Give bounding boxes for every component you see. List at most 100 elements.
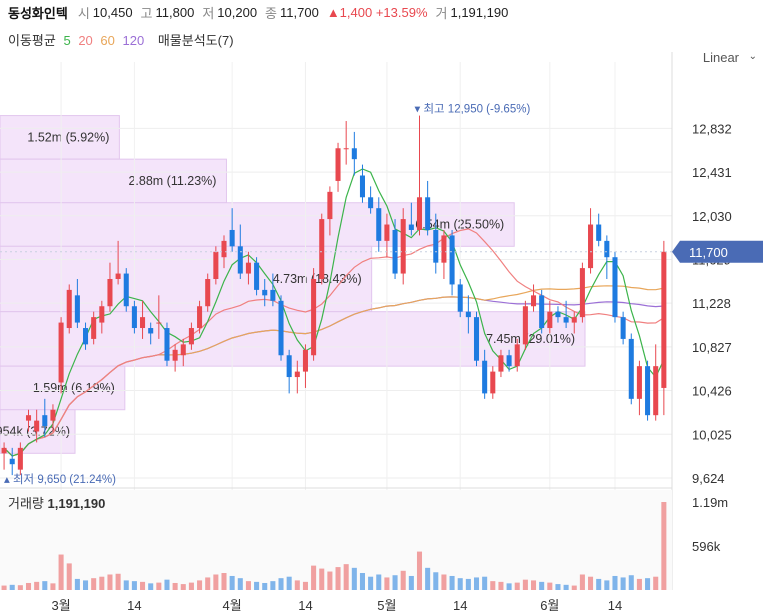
candle-body [522, 306, 528, 345]
candle-body [107, 279, 113, 307]
volume-bar [596, 578, 602, 590]
moving-averages [3, 168, 665, 457]
volume-profile-box [0, 115, 120, 160]
candles [1, 115, 667, 476]
scale-selector[interactable]: Linear [702, 50, 739, 65]
volume-bar [449, 575, 455, 590]
candle-body [229, 229, 235, 247]
candle-body [579, 268, 585, 318]
candle-body [636, 366, 642, 399]
volume-bar [661, 502, 667, 590]
volume-profile: 1.52m (5.92%)2.88m (11.23%)6.54m (25.50%… [0, 115, 586, 454]
candle-body [351, 148, 357, 160]
candle-body [74, 295, 80, 323]
current-price-label: 11,700 [689, 245, 728, 260]
volume-bar [302, 581, 308, 590]
candle-body [335, 148, 341, 181]
volume-bar [229, 575, 235, 590]
volume-bar [205, 577, 211, 590]
volume-bar [58, 554, 64, 590]
chevron-down-icon[interactable]: ⌄ [748, 51, 757, 62]
volume-bar [17, 585, 23, 590]
volume-bar [425, 567, 431, 590]
candle-body [278, 300, 284, 356]
volume-bar [66, 563, 72, 590]
candle-body [172, 349, 178, 361]
candle-body [50, 409, 56, 421]
candle-body [563, 317, 569, 323]
candle-body [327, 191, 333, 220]
volume-bar [579, 574, 585, 590]
volume-bar [91, 578, 97, 590]
candle-body [343, 148, 349, 150]
stock-name: 동성화인텍 [8, 5, 68, 21]
volume-bar [131, 581, 137, 590]
low-label: 저 [202, 5, 215, 21]
candle-body [180, 344, 186, 356]
candle-body [9, 458, 15, 465]
date-tick-label: 5월 [377, 598, 396, 613]
volume-tick-label: 1.19m [692, 495, 728, 510]
close-label: 종 [265, 5, 278, 21]
volume-label: 거 [435, 5, 448, 21]
candle-body [473, 317, 480, 361]
candle-body [91, 317, 97, 339]
volume-bar [245, 581, 251, 590]
candle-body [408, 224, 414, 230]
ma120-label: 120 [122, 33, 145, 48]
candle-body [539, 295, 545, 329]
volume-bar [473, 577, 480, 590]
volume-bar [359, 573, 365, 590]
volume-bar [392, 575, 398, 590]
date-tick-label: 14 [298, 598, 312, 613]
ma20-line [3, 228, 665, 457]
candle-body [237, 246, 243, 274]
candle-body [498, 355, 504, 372]
volume-bar [547, 582, 553, 590]
ma20-label: 20 [78, 33, 93, 48]
date-tick-label: 14 [453, 598, 467, 613]
candle-body [596, 224, 602, 241]
candle-body [384, 224, 390, 241]
volume-bar [180, 584, 186, 590]
volume-bar [400, 570, 406, 590]
volume-bar [433, 572, 439, 590]
candle-body [34, 420, 40, 432]
volume-bar [612, 575, 618, 590]
volume-bar [156, 582, 162, 590]
moving-average-legend[interactable]: 이동평균 5 20 60 120 매물분석도(7) [8, 30, 238, 49]
candle-body [449, 235, 455, 285]
candle-body [465, 311, 471, 318]
volume-bar [539, 581, 545, 590]
candle-body [197, 306, 203, 329]
candle-body [286, 355, 292, 378]
volume-bar [416, 551, 423, 590]
date-tick-label: 3월 [51, 598, 70, 613]
ma5-label: 5 [63, 33, 71, 48]
date-tick-label: 14 [127, 598, 141, 613]
volume-bar [164, 579, 170, 590]
volume-bar [351, 567, 357, 590]
volume-bar [327, 571, 333, 590]
volume-bar [237, 578, 243, 590]
volume-profile-box [0, 365, 126, 411]
volume-bar [123, 580, 129, 590]
volume-bar [9, 584, 15, 590]
ma5-line [3, 168, 665, 457]
volume-bar [636, 578, 642, 590]
volume-bar [188, 582, 194, 590]
candle-body [148, 328, 154, 334]
volume-profile-label: 4.73m (18.43%) [273, 272, 362, 286]
volume-profile-label: 1.52m (5.92%) [27, 130, 109, 144]
volume-tick-label: 596k [692, 539, 721, 554]
volume-profile-label[interactable]: 매물분석도(7) [157, 33, 234, 48]
volume-bar [645, 578, 651, 590]
candle-body [99, 306, 105, 323]
volume-bar [74, 578, 80, 590]
candle-body [25, 415, 32, 421]
candle-body [302, 349, 308, 372]
volume-bar [571, 585, 577, 590]
volume-bar [343, 564, 349, 590]
volume-bar [107, 574, 113, 590]
